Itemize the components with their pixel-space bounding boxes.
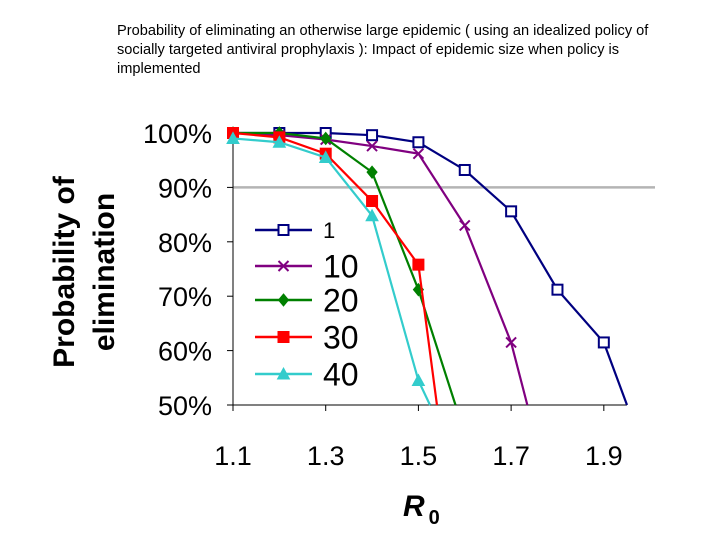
x-tick-label: 1.1 [214, 441, 252, 471]
x-tick-label: 1.5 [400, 441, 438, 471]
y-tick-label: 60% [158, 337, 212, 367]
series-line [232, 131, 529, 406]
data-point [277, 260, 290, 272]
data-point [366, 195, 379, 207]
data-point [458, 163, 471, 176]
legend-label: 20 [323, 283, 359, 319]
data-point [366, 129, 379, 142]
data-point [365, 208, 379, 222]
data-point [412, 258, 425, 271]
data-point [412, 147, 425, 160]
data-point [226, 131, 240, 144]
legend-label: 30 [323, 320, 359, 356]
data-point [459, 219, 471, 232]
x-tick-label: 1.3 [307, 441, 345, 471]
data-point [411, 373, 426, 387]
data-point [412, 136, 425, 149]
data-point [505, 205, 518, 218]
series-line [232, 131, 439, 406]
series-line [233, 131, 629, 406]
legend-item-20: 20 [255, 283, 359, 319]
y-tick-label: 100% [143, 119, 212, 149]
series-40 [226, 131, 431, 406]
data-point [318, 150, 333, 163]
data-point [277, 331, 290, 343]
slide-title: Probability of eliminating an otherwise … [117, 23, 649, 77]
x-axis-label-subscript: 0 [429, 507, 440, 529]
data-point [277, 293, 290, 307]
data-point [320, 131, 332, 146]
legend-item-40: 40 [255, 357, 359, 393]
data-point [551, 283, 564, 296]
y-tick-label: 90% [158, 173, 212, 203]
legend-label: 10 [323, 249, 359, 285]
legend-item-1: 1 [255, 218, 335, 243]
data-point [505, 336, 517, 349]
y-tick-label: 80% [158, 228, 212, 258]
y-axis-label-line1: Probability of [48, 175, 81, 368]
legend-item-10: 10 [255, 249, 359, 285]
legend-label: 40 [323, 357, 359, 393]
x-tick-label: 1.7 [492, 441, 530, 471]
legend-label: 1 [323, 218, 335, 243]
legend-item-30: 30 [255, 320, 359, 356]
y-tick-label: 70% [158, 282, 212, 312]
x-axis-label-main: R [403, 490, 425, 523]
x-tick-label: 1.9 [585, 441, 623, 471]
data-point [597, 336, 610, 349]
data-point [277, 224, 290, 236]
y-axis-label-line2: elimination [88, 193, 121, 351]
data-point [272, 135, 287, 148]
data-point [276, 366, 291, 380]
data-point [366, 140, 378, 152]
y-tick-label: 50% [158, 391, 212, 421]
data-point [366, 165, 378, 179]
